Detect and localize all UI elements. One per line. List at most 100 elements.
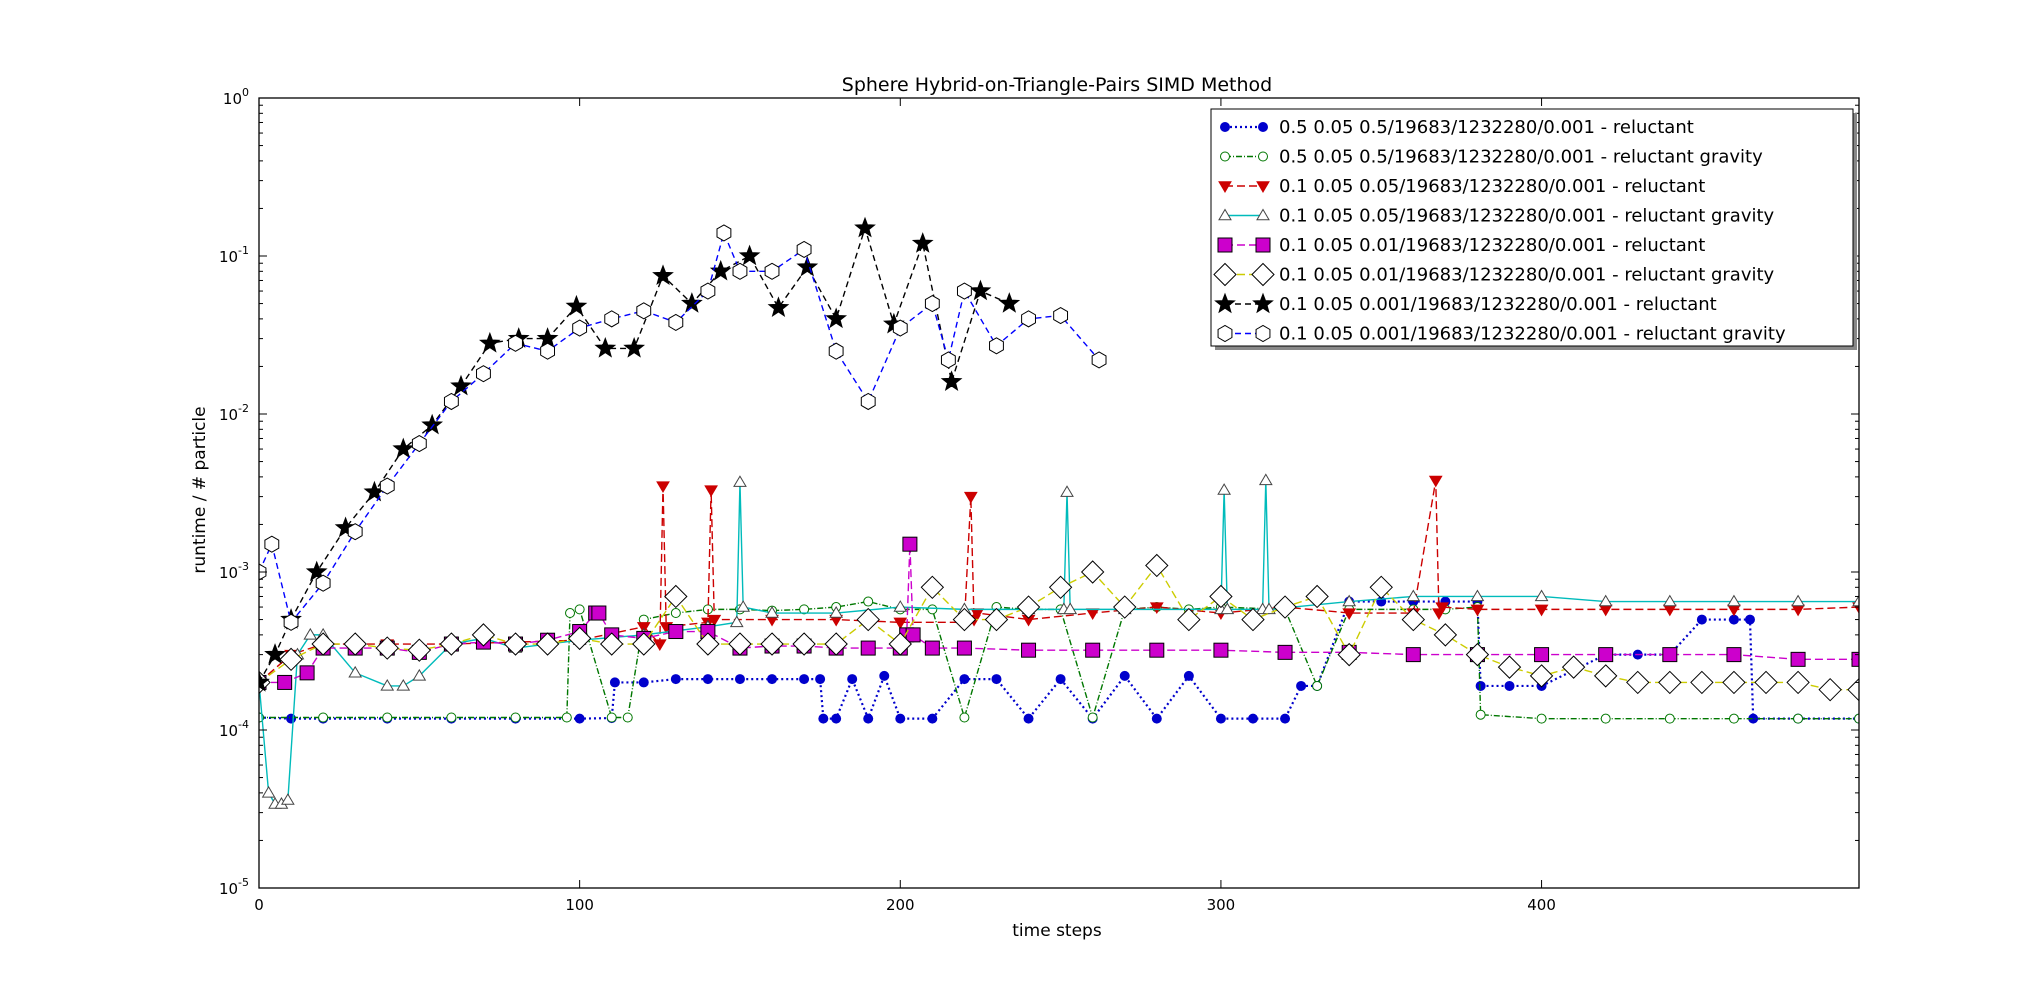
- y-tick-label: 10-4: [219, 718, 249, 740]
- series-6-point: [824, 632, 848, 656]
- series-8-point: [828, 342, 844, 360]
- series-2-point: [382, 712, 393, 723]
- series-1-point: [286, 713, 297, 724]
- series-6-point: [1786, 670, 1810, 695]
- series-5-point: [1021, 642, 1037, 658]
- series-7-point: [259, 671, 270, 692]
- series-4-point: [303, 627, 318, 640]
- series-4-point: [1470, 589, 1485, 602]
- series-4-point: [1598, 594, 1613, 607]
- series-7-point: [305, 560, 328, 582]
- series-8-point: [411, 434, 427, 453]
- legend-entry: 0.5 0.05 0.5/19683/1232280/0.001 - reluc…: [1220, 117, 1694, 138]
- series-7-point: [940, 370, 963, 391]
- series-5-point: [1085, 642, 1101, 658]
- legend-marker: [1220, 151, 1230, 162]
- series-6-point: [1658, 670, 1682, 695]
- series-2-point: [561, 712, 572, 723]
- legend-label: 0.5 0.05 0.5/19683/1232280/0.001 - reluc…: [1279, 147, 1763, 168]
- series-2-point: [670, 608, 681, 619]
- series-4-point: [736, 600, 751, 612]
- x-tick-label: 400: [1527, 896, 1556, 914]
- legend-label: 0.1 0.05 0.05/19683/1232280/0.001 - relu…: [1279, 176, 1705, 197]
- series-6-point: [984, 607, 1009, 632]
- series-1-point: [609, 677, 620, 688]
- legend-marker: [1217, 237, 1233, 253]
- series-8-point: [924, 294, 940, 313]
- series-2-point: [510, 712, 521, 723]
- series-8-point: [572, 319, 588, 337]
- axis-ticks: 0 100 200 300 400 100 10-1 10-2 10-3 10-4 10-5: [219, 86, 1859, 914]
- series-6-point: [279, 647, 303, 672]
- series-6-point: [760, 632, 784, 656]
- series-2-point: [959, 712, 970, 723]
- legend-marker: [1258, 122, 1268, 132]
- series-1-point: [1247, 713, 1258, 724]
- series-4-point: [280, 793, 295, 805]
- series-7-point: [652, 264, 674, 285]
- series-1-point: [1055, 674, 1066, 685]
- series-1-point: [1504, 680, 1515, 691]
- series-4-point: [729, 615, 744, 628]
- x-tick-label: 200: [886, 896, 915, 914]
- series-8-point: [604, 310, 620, 328]
- series-4-point: [829, 606, 844, 618]
- series-1-point: [991, 674, 1002, 685]
- series-3-point: [704, 485, 718, 498]
- y-tick-label: 10-5: [219, 876, 249, 898]
- series-6-point: [1626, 670, 1650, 695]
- series-6-point: [1847, 677, 1859, 702]
- series-8-point: [636, 302, 652, 320]
- series-4-point: [1406, 589, 1421, 602]
- series-3-point: [707, 614, 722, 627]
- legend-marker: [1218, 181, 1232, 193]
- x-tick-label: 100: [565, 896, 594, 914]
- legend-marker: [1217, 324, 1233, 343]
- series-8-point: [1021, 310, 1036, 328]
- series-6-point: [567, 626, 592, 651]
- series-3-point: [1342, 608, 1357, 621]
- series-5-point: [1213, 642, 1229, 658]
- series-3-point: [1470, 604, 1485, 617]
- legend-box: [1210, 108, 1854, 347]
- series-5-point: [591, 605, 607, 621]
- series-1-point: [767, 674, 778, 685]
- series-6-point: [1048, 575, 1073, 600]
- series-8-point: [476, 365, 491, 383]
- series-1-point: [879, 670, 890, 681]
- y-tick-label: 10-3: [219, 560, 249, 582]
- series-1-point: [670, 674, 681, 685]
- series-6-point: [664, 584, 688, 609]
- series-8-point: [956, 282, 972, 300]
- legend-entry: 0.1 0.05 0.01/19683/1232280/0.001 - relu…: [1213, 262, 1775, 287]
- series-7-point: [421, 413, 444, 435]
- series-4-point: [1220, 602, 1235, 615]
- series-6-point: [952, 607, 977, 632]
- series-2-point: [565, 608, 576, 619]
- legend-label: 0.1 0.05 0.001/19683/1232280/0.001 - rel…: [1279, 324, 1786, 345]
- legend-entry: 0.1 0.05 0.01/19683/1232280/0.001 - relu…: [1217, 235, 1705, 256]
- series-7-point: [264, 643, 286, 664]
- series-5-point: [1726, 647, 1742, 663]
- series-1-point: [702, 674, 713, 685]
- series-2-point: [1728, 713, 1739, 724]
- y-tick-label: 10-2: [219, 402, 249, 424]
- series-3-point: [1534, 604, 1549, 617]
- series-1-point: [799, 674, 810, 685]
- series-1-point: [1183, 670, 1194, 681]
- series-4-point: [1662, 594, 1677, 607]
- series-4-point: [1791, 594, 1805, 607]
- series-8-point: [860, 392, 876, 411]
- series-6-point: [792, 632, 816, 656]
- series-1-point: [959, 674, 970, 685]
- y-tick-label: 100: [223, 86, 249, 108]
- legend-marker: [1256, 208, 1270, 221]
- series-6-point: [535, 632, 560, 656]
- series-4-point: [1217, 483, 1232, 495]
- series-6-point: [1113, 595, 1137, 619]
- series-8-point: [716, 224, 732, 242]
- legend-marker: [1256, 181, 1270, 193]
- series-1-point: [831, 713, 842, 724]
- series-6-point: [728, 632, 752, 656]
- series-6-point: [1209, 584, 1233, 609]
